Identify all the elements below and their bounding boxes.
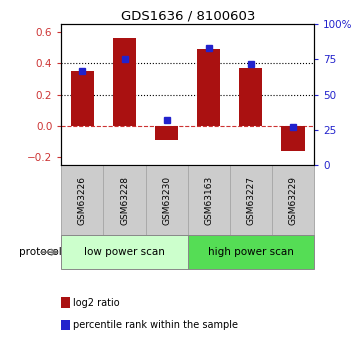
Text: percentile rank within the sample: percentile rank within the sample <box>73 320 238 330</box>
Text: GSM63228: GSM63228 <box>120 176 129 225</box>
Bar <box>104 165 145 235</box>
Bar <box>145 165 188 235</box>
Bar <box>230 165 272 235</box>
Text: low power scan: low power scan <box>84 247 165 257</box>
Bar <box>197 49 220 126</box>
Text: GSM63230: GSM63230 <box>162 176 171 225</box>
Text: GSM63226: GSM63226 <box>78 176 87 225</box>
Bar <box>61 235 188 269</box>
Text: GSM63163: GSM63163 <box>204 176 213 225</box>
Text: GSM63227: GSM63227 <box>247 176 255 225</box>
Text: log2 ratio: log2 ratio <box>73 298 120 307</box>
Bar <box>113 38 136 126</box>
Bar <box>239 68 262 126</box>
Bar <box>188 235 314 269</box>
Text: high power scan: high power scan <box>208 247 294 257</box>
Text: GSM63229: GSM63229 <box>288 176 297 225</box>
Text: protocol: protocol <box>19 247 61 257</box>
Bar <box>61 165 104 235</box>
Bar <box>155 126 178 140</box>
Bar <box>272 165 314 235</box>
Bar <box>71 71 94 126</box>
Title: GDS1636 / 8100603: GDS1636 / 8100603 <box>121 10 255 23</box>
Bar <box>282 126 305 151</box>
Bar <box>188 165 230 235</box>
